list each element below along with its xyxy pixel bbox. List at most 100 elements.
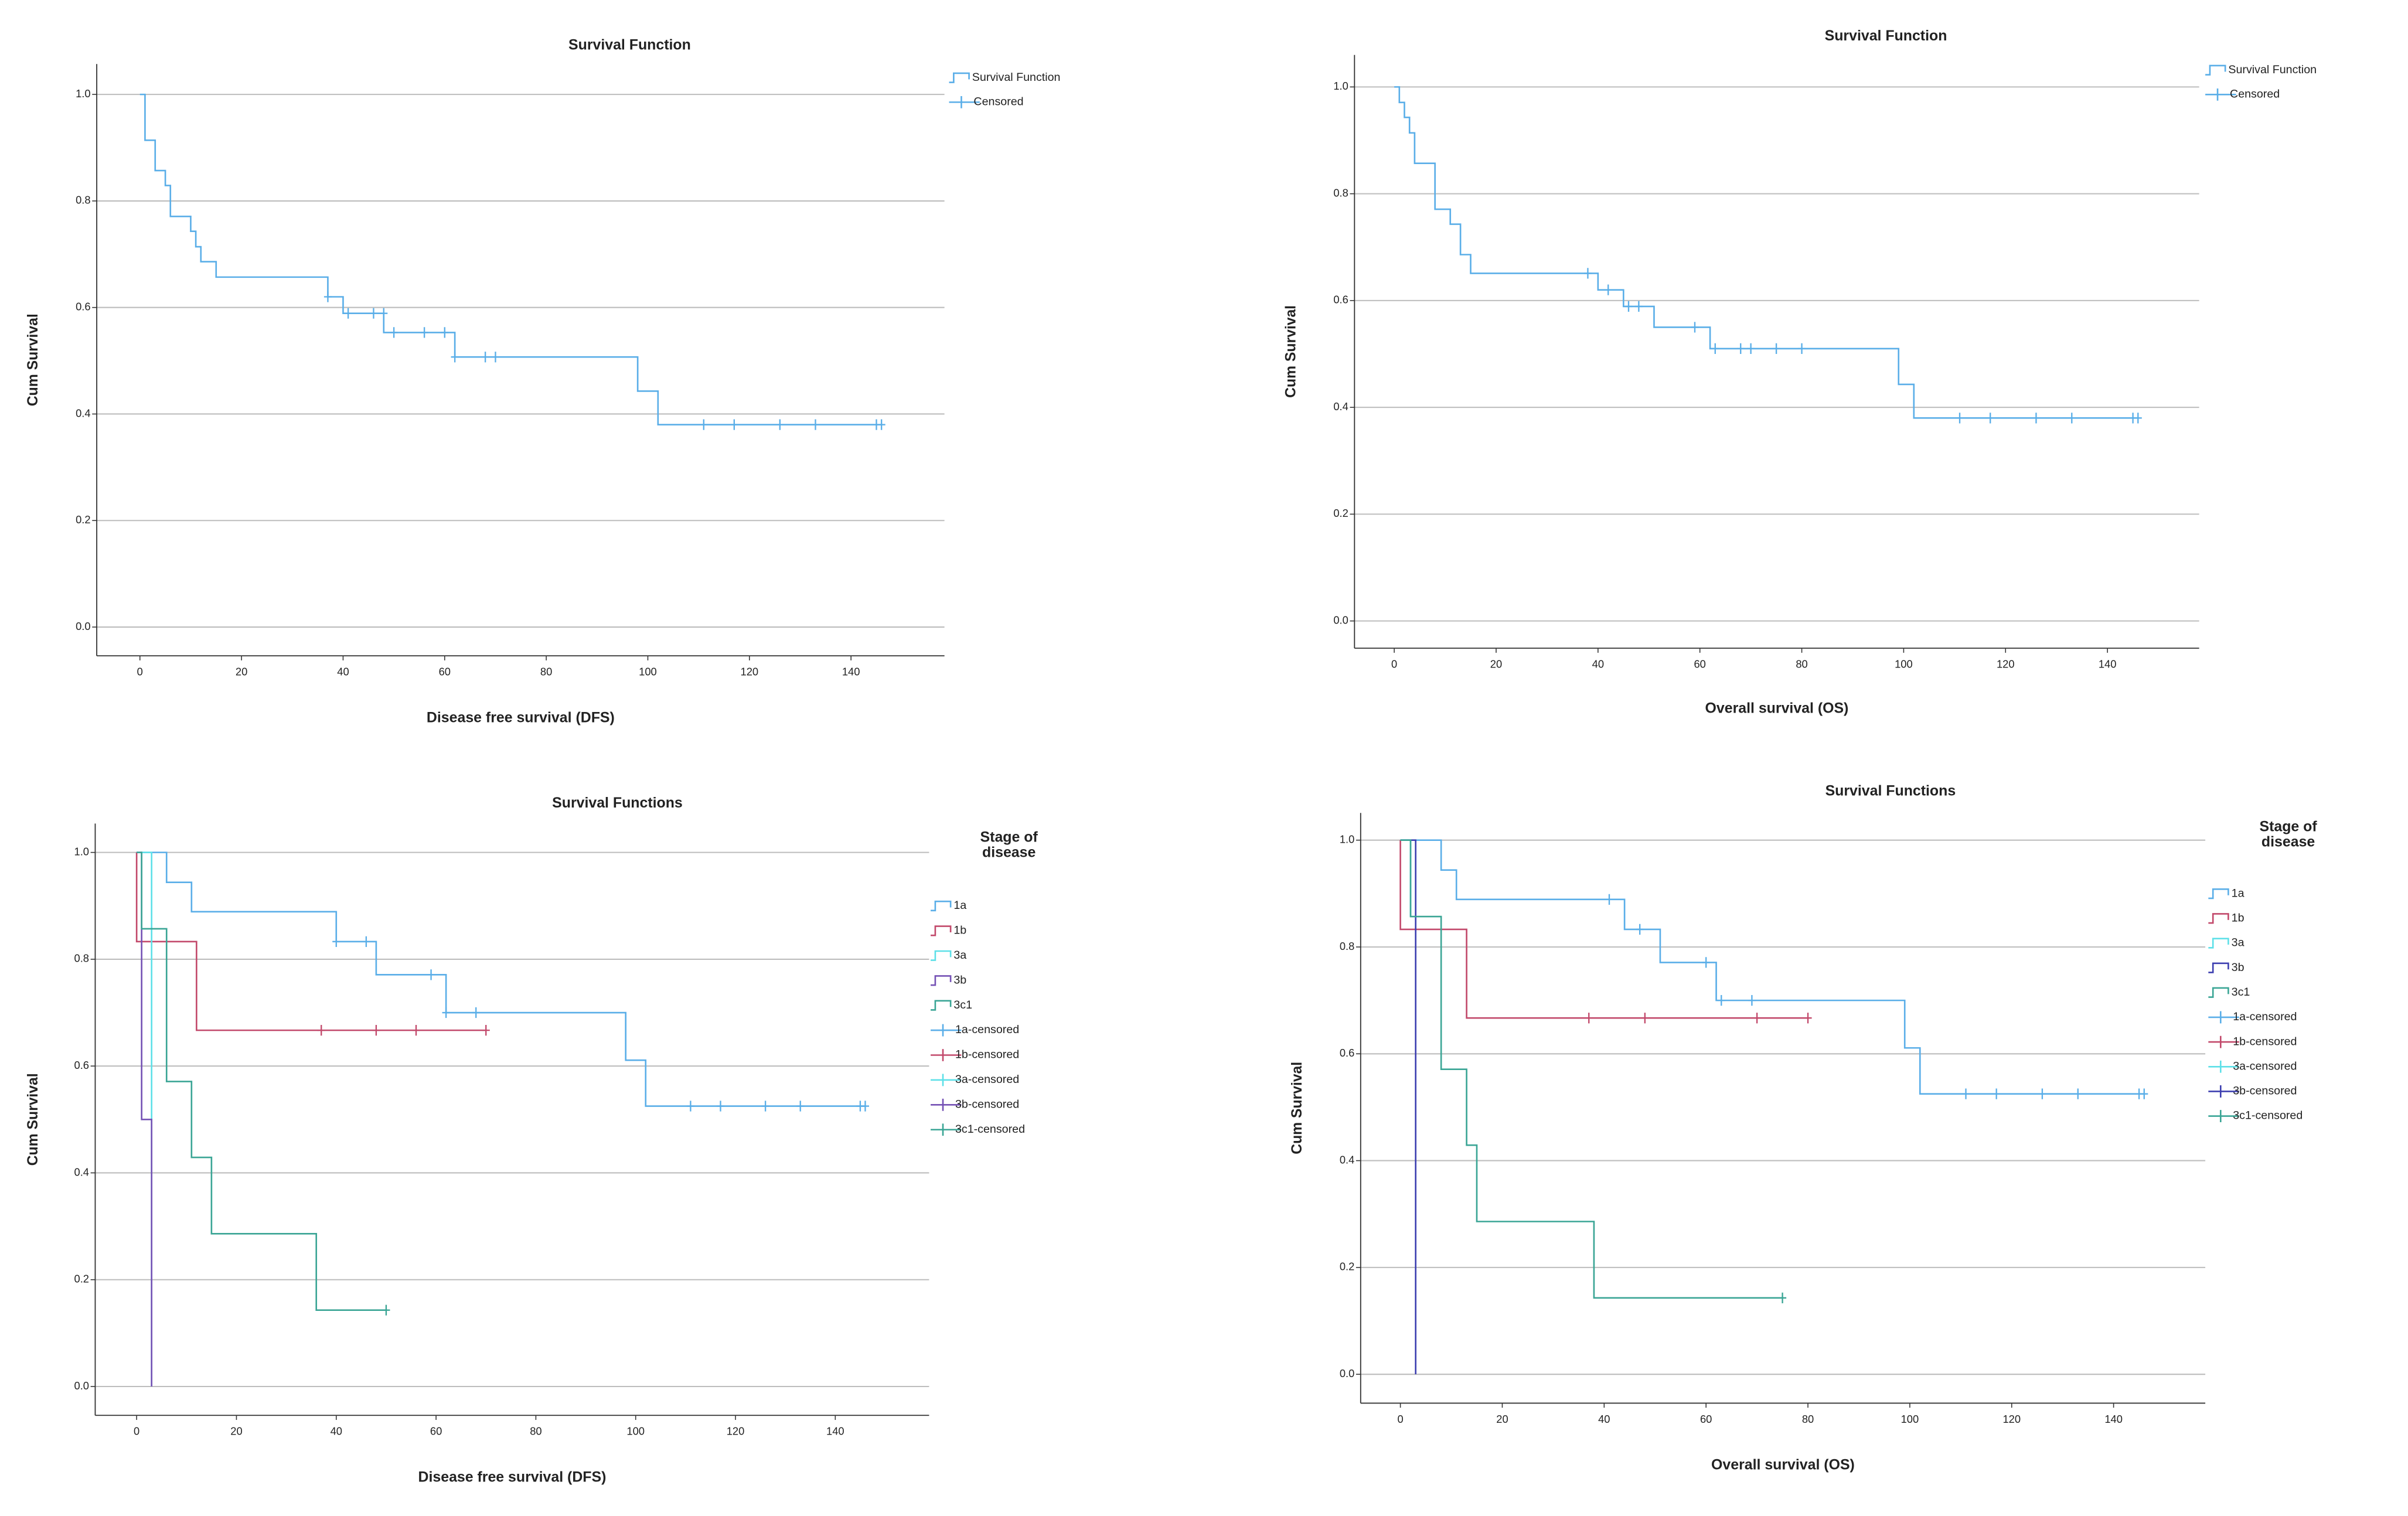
censor-mark — [1747, 343, 1755, 354]
censor-mark — [1961, 1088, 1970, 1099]
legend-label: 3c1-censored — [2233, 1109, 2303, 1122]
legend-swatch — [931, 1123, 962, 1136]
censor-mark — [1717, 995, 1725, 1006]
y-axis-label: Cum Survival — [25, 1073, 41, 1166]
survival-line — [1394, 86, 2138, 419]
x-axis-label: Overall survival (OS) — [1705, 701, 1849, 717]
legend-swatch — [949, 72, 970, 83]
legend-swatch — [2208, 888, 2229, 900]
x-tick-label: 140 — [2099, 658, 2117, 670]
legend-swatch — [2205, 64, 2226, 76]
legend-swatch — [2208, 938, 2229, 949]
x-tick-label: 140 — [2104, 1413, 2123, 1425]
legend-label: 1b-censored — [955, 1048, 1019, 1061]
censor-mark — [716, 1101, 725, 1112]
legend-swatch — [2208, 962, 2229, 973]
legend-swatch — [931, 1098, 962, 1111]
y-tick-label: 0.6 — [74, 1059, 88, 1071]
censor-mark — [1711, 343, 1719, 354]
censor-mark — [1736, 343, 1745, 354]
legend-swatch — [2208, 987, 2229, 998]
survival-line — [1400, 839, 1783, 1299]
survival-line — [1400, 839, 1416, 1375]
x-tick-label: 40 — [1598, 1413, 1610, 1425]
x-tick-label: 0 — [137, 666, 143, 678]
censor-mark — [1702, 957, 1710, 968]
legend-label: 1b-censored — [2233, 1035, 2297, 1048]
survival-line — [1399, 840, 1808, 1019]
x-tick-label: 120 — [727, 1425, 745, 1437]
censor-mark — [382, 1304, 390, 1316]
censor-mark — [2038, 1088, 2046, 1099]
y-tick-label: 0.0 — [1340, 1367, 1354, 1379]
x-tick-label: 120 — [1997, 658, 2015, 670]
censor-mark — [481, 352, 489, 363]
chart-title: Survival Function — [1825, 28, 1947, 44]
y-tick-label: 0.8 — [1340, 940, 1354, 952]
legend-swatch — [931, 1074, 962, 1086]
legend-title: Stage of disease — [980, 831, 1038, 862]
legend-label: 1a — [2232, 887, 2244, 900]
legend-label: 1a — [953, 899, 966, 912]
censor-mark — [1636, 924, 1644, 935]
legend-label: 3c1 — [953, 999, 972, 1011]
y-tick-label: 1.0 — [74, 845, 88, 857]
y-tick-label: 0.2 — [74, 1273, 88, 1285]
legend-label: Survival Function — [2228, 63, 2317, 76]
legend-label: 3a — [2232, 936, 2244, 949]
x-tick-label: 100 — [1901, 1413, 1919, 1425]
censor-mark — [390, 327, 398, 338]
legend-label: 3b — [2232, 961, 2244, 974]
y-tick-label: 0.4 — [1340, 1153, 1354, 1166]
y-tick-label: 0.4 — [76, 407, 90, 419]
censor-mark — [1641, 1013, 1649, 1024]
survival-line — [1400, 839, 2144, 1095]
censor-mark — [1956, 413, 1964, 424]
censor-mark — [2140, 1088, 2148, 1099]
y-tick-label: 1.0 — [76, 87, 90, 100]
censor-mark — [1779, 1292, 1787, 1303]
chart-title: Survival Functions — [1825, 783, 1956, 799]
censor-mark — [2032, 413, 2040, 424]
censor-mark — [420, 327, 428, 338]
legend-label: 3b — [953, 973, 966, 986]
legend-title-box: Stage of disease — [2259, 820, 2317, 850]
legend-swatch — [931, 925, 952, 936]
censor-mark — [861, 1101, 869, 1112]
legend-swatch — [931, 1000, 952, 1011]
y-tick-label: 0.4 — [74, 1166, 88, 1178]
x-tick-label: 60 — [1700, 1413, 1712, 1425]
censor-mark — [451, 352, 459, 363]
legend-swatch — [931, 1024, 962, 1037]
legend-swatch — [2208, 1085, 2239, 1098]
chart-title: Survival Functions — [552, 795, 683, 811]
x-tick-label: 80 — [530, 1425, 541, 1437]
x-tick-label: 120 — [741, 666, 759, 678]
y-tick-label: 1.0 — [1340, 833, 1354, 846]
x-tick-label: 60 — [1694, 658, 1705, 670]
x-tick-label: 80 — [1796, 658, 1807, 670]
x-tick-label: 100 — [639, 666, 657, 678]
censor-mark — [761, 1101, 769, 1112]
censor-mark — [369, 308, 378, 319]
survival-line — [137, 851, 866, 1107]
y-tick-label: 0.2 — [76, 513, 90, 526]
y-axis-label: Cum Survival — [1283, 305, 1299, 398]
legend-swatch — [2208, 1060, 2239, 1073]
legend-swatch — [931, 975, 952, 986]
legend-swatch — [2208, 1035, 2239, 1048]
survival-line — [1400, 839, 1412, 917]
legend-label: Survival Function — [972, 71, 1061, 84]
legend-label: 3a — [953, 949, 966, 962]
y-tick-label: 0.6 — [1333, 294, 1348, 306]
censor-mark — [491, 352, 500, 363]
x-axis-label: Disease free survival (DFS) — [418, 1470, 607, 1486]
y-tick-label: 0.8 — [74, 952, 88, 965]
censor-mark — [2074, 1088, 2082, 1099]
censor-mark — [1624, 301, 1633, 312]
legend-label: 1b — [2232, 912, 2244, 925]
censor-mark — [1804, 1013, 1812, 1024]
legend-label: 3c1-censored — [955, 1123, 1025, 1136]
x-tick-label: 0 — [134, 1425, 139, 1437]
